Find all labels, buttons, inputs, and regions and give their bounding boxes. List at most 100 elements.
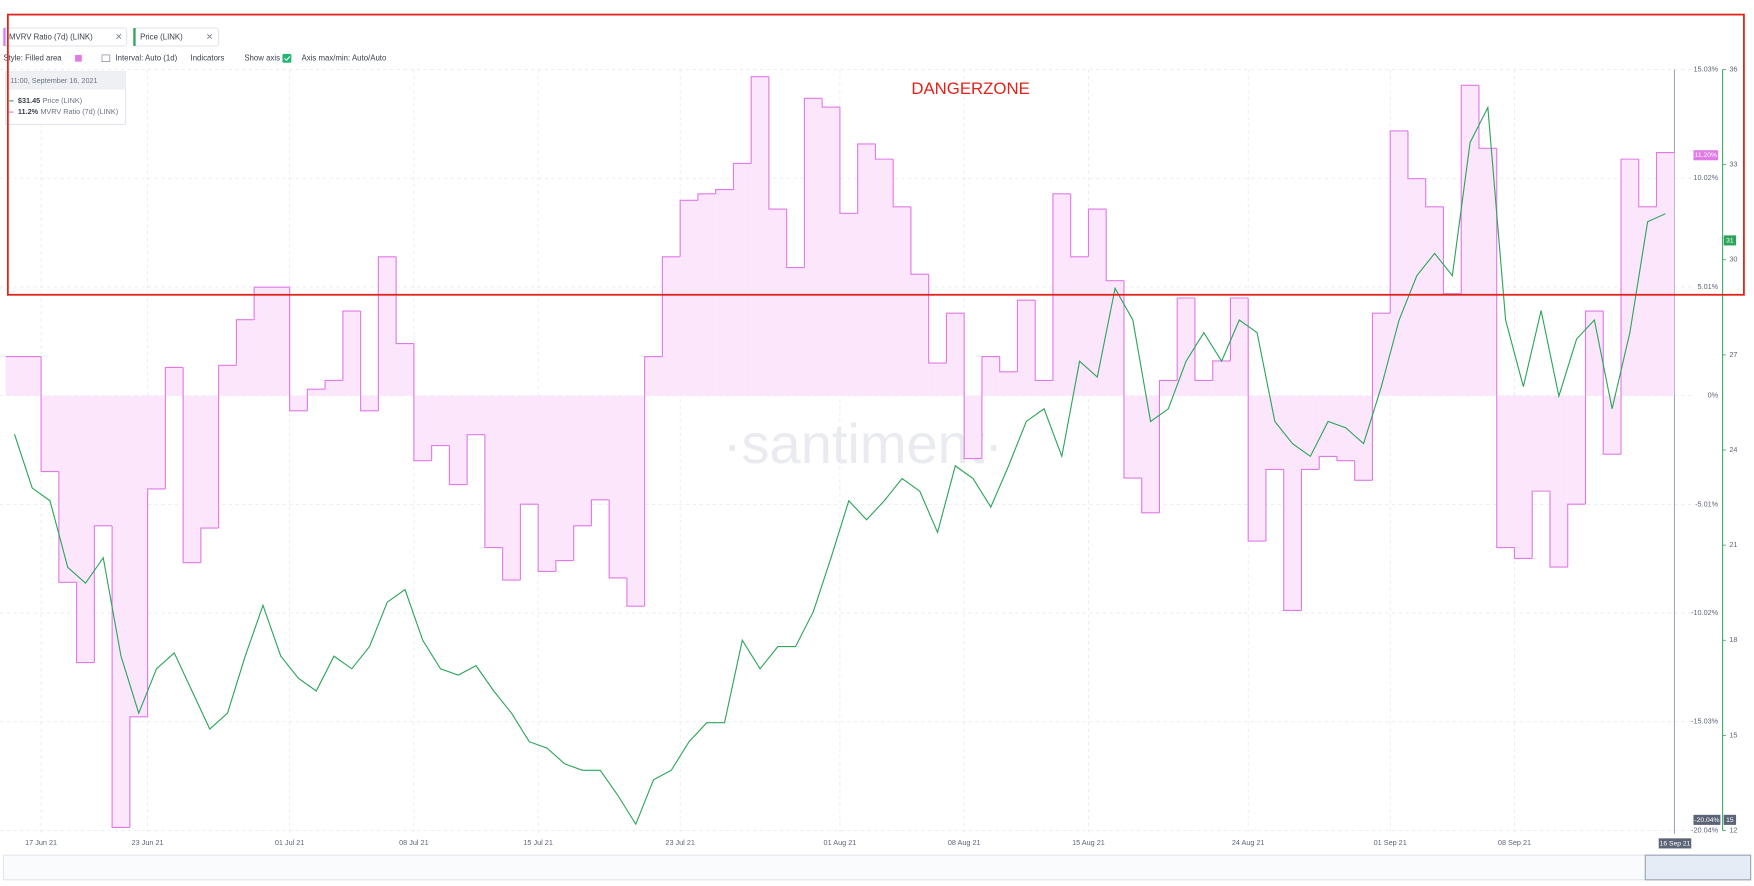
area-segment (875, 159, 894, 396)
area-edge (93, 525, 113, 663)
indicators-select[interactable]: Indicators (191, 53, 225, 62)
area-segment (1319, 395, 1337, 457)
area-edge (218, 364, 237, 529)
x-tick-label: 01 Jul 21 (275, 838, 305, 847)
area-edge (1265, 468, 1284, 542)
area-segment (147, 395, 166, 489)
value-badge (1723, 235, 1737, 246)
area-segment (857, 143, 876, 396)
area-edge (1283, 469, 1302, 612)
area-segment (733, 163, 752, 396)
badge-text: 15 (1726, 817, 1734, 824)
area-edge (1034, 300, 1053, 382)
y-tick-label: 0% (1708, 391, 1719, 400)
area-edge (111, 525, 130, 829)
area-segment (183, 395, 201, 563)
area-edge (395, 256, 414, 345)
area-edge (892, 159, 911, 208)
area-edge (1549, 491, 1568, 568)
area-segment (1443, 293, 1462, 396)
area-segment (822, 107, 840, 396)
area-segment (94, 395, 113, 526)
area-edge (1371, 312, 1391, 481)
y-tick-label: 5.01% (1698, 282, 1719, 291)
area-segment (449, 395, 468, 485)
area-segment (1603, 395, 1621, 455)
area-edge (821, 98, 840, 108)
area-edge (839, 107, 858, 214)
area-edge (1602, 311, 1621, 455)
area-segment (236, 319, 255, 396)
checkbox[interactable] (282, 53, 292, 63)
date-badge (1658, 838, 1692, 849)
axis-minmax[interactable]: Axis max/min: Auto/Auto (301, 53, 386, 62)
area-edge (1513, 547, 1533, 559)
area-edge (1655, 152, 1675, 207)
area-edge (1052, 193, 1071, 381)
area-segment (964, 395, 982, 459)
area-segment (981, 356, 1000, 396)
area-edge (750, 76, 769, 164)
area-edge (1460, 84, 1479, 294)
area-edge (1442, 206, 1462, 295)
area-segment (1106, 280, 1124, 396)
area-segment (839, 213, 858, 396)
area-segment (1567, 395, 1586, 505)
area-segment (431, 395, 450, 446)
x-tick-label: 08 Sep 21 (1498, 838, 1531, 847)
area-edge (573, 525, 592, 561)
style-select[interactable]: Style: Filled area (3, 53, 62, 62)
area-edge (1531, 490, 1550, 559)
area-edge (1176, 297, 1195, 381)
navigator-box[interactable] (2, 854, 1752, 881)
navigator-selection[interactable] (1644, 854, 1752, 881)
area-segment (591, 395, 610, 500)
area-segment (1407, 178, 1426, 396)
area-segment (1620, 159, 1639, 396)
area-segment (218, 365, 237, 396)
close-icon[interactable] (207, 33, 213, 40)
area-edge (1407, 130, 1426, 180)
watermark: ·santiment· (723, 412, 1003, 475)
area-edge (857, 143, 876, 214)
area-segment (1585, 311, 1604, 396)
area-edge (289, 287, 308, 412)
area-edge (76, 582, 95, 664)
tooltip-label: MVRV Ratio (7d) (LINK) (40, 107, 118, 116)
badge-text: 11.20% (1695, 152, 1717, 159)
x-tick-label: 15 Aug 21 (1072, 838, 1105, 847)
area-edge (431, 444, 450, 461)
y2-tick-label: 18 (1729, 635, 1737, 644)
area-segment (200, 395, 219, 529)
area-segment (1478, 148, 1497, 396)
interval-select[interactable]: Interval: Auto (1d) (115, 53, 177, 62)
area-segment (484, 395, 503, 548)
area-edge (129, 716, 148, 828)
price-line (13, 105, 1666, 826)
area-segment (254, 287, 272, 396)
tooltip-value: $31.45 (18, 96, 40, 105)
area-edge (1070, 193, 1089, 258)
close-icon[interactable] (116, 33, 122, 40)
y2-tick-label: 36 (1729, 64, 1737, 73)
color-select[interactable] (75, 54, 82, 62)
area-edge (1123, 280, 1142, 479)
area-edge (253, 286, 272, 320)
area-segment (538, 395, 556, 572)
area-edge (324, 379, 343, 390)
area-segment (413, 395, 432, 461)
area-segment (1390, 130, 1408, 396)
area-edge (1300, 468, 1320, 611)
y2-tick-label: 12 (1729, 825, 1737, 834)
area-edge (1016, 299, 1036, 372)
area-segment (555, 395, 574, 561)
area-segment (1088, 209, 1107, 396)
area-segment (1230, 297, 1249, 396)
area-segment (360, 395, 379, 411)
area-segment (1194, 380, 1213, 396)
x-tick-label: 08 Aug 21 (948, 838, 981, 847)
area-segment (1372, 313, 1391, 396)
area-edge (644, 356, 663, 607)
area-edge (235, 319, 255, 366)
area-segment (573, 395, 592, 526)
